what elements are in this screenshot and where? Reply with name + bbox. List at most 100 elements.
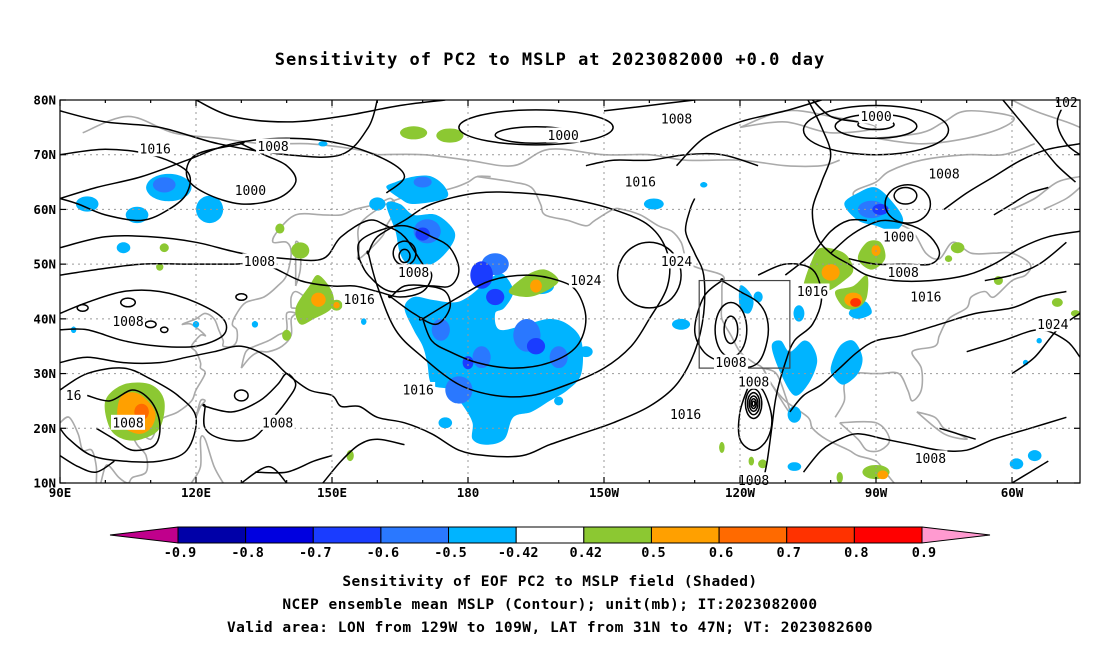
shading-patch <box>771 340 818 396</box>
contour-label: 1008 <box>112 315 143 330</box>
shading-patch <box>793 305 805 322</box>
contour-label: 1008 <box>915 452 946 467</box>
lon-tick-label: 90W <box>865 485 888 500</box>
mslp-contour <box>1002 100 1077 183</box>
contour-label: 1000 <box>548 129 579 144</box>
shading-patch <box>404 273 584 445</box>
colorbar-end-low <box>109 526 179 544</box>
contour-label: 1016 <box>344 293 375 308</box>
shading-patch <box>386 175 449 204</box>
colorbar-swatch <box>650 526 720 544</box>
contour-label-bg <box>908 288 943 304</box>
colorbar-end-high <box>921 526 991 544</box>
shading-patch <box>643 198 664 210</box>
contour-label-bg <box>713 354 748 370</box>
mslp-contour <box>943 143 1080 211</box>
mslp-contour <box>714 301 748 358</box>
contour-label-bg <box>659 253 694 269</box>
contour-label-bg <box>886 264 921 280</box>
shading-patch <box>436 128 464 143</box>
lon-tick-label: 120W <box>725 485 756 500</box>
contour-label-bg <box>138 141 173 157</box>
contour-label-bg <box>401 381 436 397</box>
contour-label: 1024 <box>570 274 601 289</box>
contour-label: 1024 <box>661 255 692 270</box>
footer-line-2: NCEP ensemble mean MSLP (Contour); unit(… <box>282 597 818 613</box>
contour-label-bg <box>927 165 961 181</box>
mslp-contour <box>802 416 1067 473</box>
shading-patch <box>333 301 340 309</box>
colorbar-label: 0.8 <box>844 545 868 561</box>
mslp-contour <box>322 438 405 483</box>
mslp-contour <box>235 292 248 302</box>
contour-label-bg <box>260 414 295 430</box>
shading-patch <box>318 141 328 147</box>
colorbar-label: 0.6 <box>709 545 733 561</box>
lon-tick-label: 90E <box>49 485 72 500</box>
colorbar-label: -0.9 <box>164 545 197 561</box>
shading-patch <box>950 242 965 254</box>
contour-label-bg <box>568 272 603 288</box>
contour-label: 1016 <box>670 408 701 423</box>
mslp-contour <box>893 186 918 205</box>
shading-patch <box>526 338 546 355</box>
contour-label-bg <box>396 264 431 280</box>
contour-label-bg <box>64 387 83 403</box>
contour-label: 1016 <box>797 285 828 300</box>
colorbar-label: -0.42 <box>498 545 539 561</box>
mslp-contour <box>807 100 1080 283</box>
contour-label: 1008 <box>928 167 959 182</box>
shading-patch <box>530 279 542 293</box>
mslp-contour <box>254 454 333 474</box>
contour-label: 16 <box>66 389 82 404</box>
contour-label: 1008 <box>738 375 769 390</box>
contour-label: 1016 <box>402 383 433 398</box>
mslp-contour <box>737 381 773 451</box>
shading-patch <box>1009 458 1024 470</box>
plot-frame <box>59 99 1081 484</box>
lon-tick-label: 60W <box>1001 485 1024 500</box>
contour-label-bg <box>881 228 916 244</box>
mslp-contour <box>418 274 587 369</box>
shading-patch <box>700 182 708 188</box>
contour-label: 102 <box>1054 96 1077 111</box>
shading-patch <box>944 255 953 262</box>
shading-patch <box>1051 298 1063 307</box>
contour-label-bg <box>913 450 948 466</box>
lon-tick-label: 150E <box>317 485 347 500</box>
colorbar-label: -0.8 <box>231 545 264 561</box>
mslp-contour <box>119 297 137 308</box>
colorbar-label: -0.5 <box>434 545 467 561</box>
colorbar-label: 0.7 <box>777 545 801 561</box>
mslp-contour <box>398 248 411 264</box>
shading-patch <box>192 321 200 328</box>
colorbar-swatch <box>515 526 585 544</box>
mslp-contour <box>60 289 228 348</box>
mslp-contour <box>86 389 161 452</box>
mslp-contour <box>993 186 1049 216</box>
lat-tick-label: 30N <box>33 366 56 381</box>
mslp-contour <box>834 113 918 140</box>
mslp-contour <box>195 100 446 123</box>
shading-patch <box>438 417 453 429</box>
mslp-contour <box>240 465 288 483</box>
mslp-contour <box>603 100 695 112</box>
mslp-contour <box>784 218 867 276</box>
shading-patch <box>369 197 386 211</box>
contour-label: 1000 <box>883 230 914 245</box>
shading-patch <box>477 403 496 426</box>
mslp-contour <box>757 263 823 483</box>
footer-line-3: Valid area: LON from 129W to 109W, LAT f… <box>226 620 874 636</box>
mslp-contour <box>60 219 433 298</box>
shading-patch <box>445 376 473 404</box>
mslp-contour <box>750 398 758 410</box>
mslp-contour <box>802 104 950 156</box>
contour-label: 1008 <box>244 255 275 270</box>
shading-patch <box>275 223 285 234</box>
shading-patch <box>116 242 131 254</box>
mslp-contour <box>884 184 932 224</box>
shading-patch <box>291 242 310 259</box>
contour-label: 1000 <box>235 184 266 199</box>
shading-patch <box>311 292 326 307</box>
mslp-contour <box>811 100 859 123</box>
